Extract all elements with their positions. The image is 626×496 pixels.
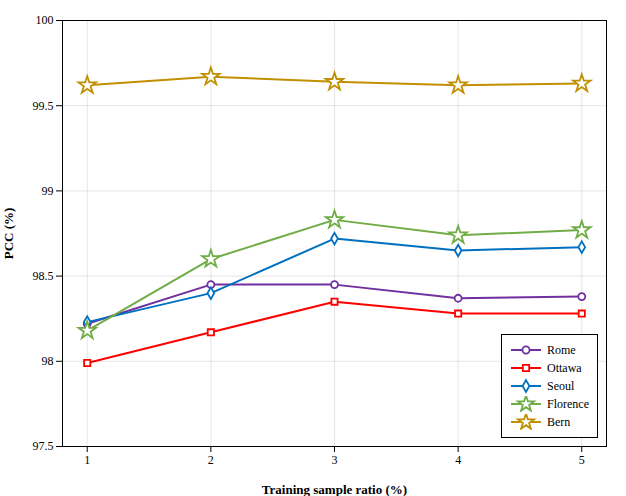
svg-text:1: 1 [84,453,90,467]
html-text:Bern: Bern [547,414,571,429]
svg-text:2: 2 [208,453,214,467]
svg-text:5: 5 [579,453,585,467]
svg-text:98.5: 98.5 [33,269,54,283]
html-text:Florence: Florence [547,396,589,411]
svg-text:98: 98 [42,354,54,368]
svg-text:Training sample ratio (%): Training sample ratio (%) [262,482,407,496]
html-text:Rome: Rome [547,342,576,357]
html-text:Ottawa: Ottawa [547,360,582,375]
html-text:Seoul: Seoul [547,378,575,393]
svg-text:97.5: 97.5 [33,439,54,453]
svg-text:4: 4 [455,453,461,467]
svg-text:PCC (%): PCC (%) [1,208,16,260]
svg-text:100: 100 [36,13,54,27]
svg-text:3: 3 [332,453,338,467]
svg-text:99: 99 [42,184,54,198]
svg-text:99.5: 99.5 [33,99,54,113]
